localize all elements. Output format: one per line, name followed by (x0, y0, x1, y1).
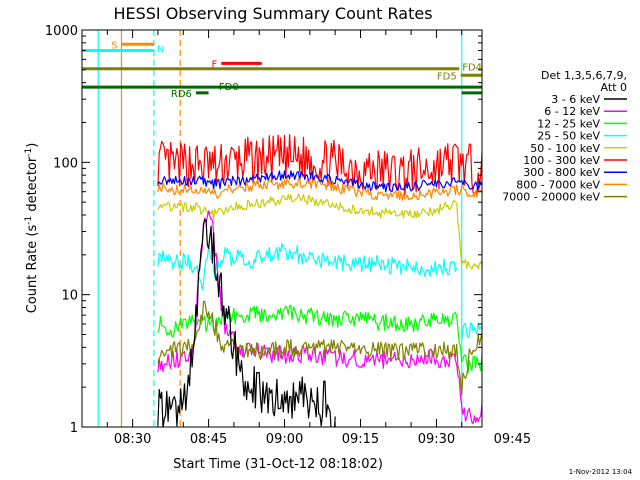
series-4-segment-1 (461, 322, 482, 342)
x-tick-label-5: 09:45 (494, 432, 531, 447)
y-tick-label-1: 10 (61, 289, 78, 304)
flag-label-0: S (111, 40, 117, 51)
y-axis-label: Count Rate (s-1 detector-1) (24, 143, 40, 314)
legend-label-1: 6 - 12 keV (544, 105, 600, 118)
y-axis-label-part-2: detector (25, 156, 40, 216)
legend-label-6: 300 - 800 keV (523, 166, 600, 179)
x-tick-label-0: 08:30 (114, 432, 151, 447)
series-4-segment-0 (157, 243, 458, 290)
y-tick-label-0: 1 (70, 421, 78, 436)
x-tick-label-1: 08:45 (190, 432, 227, 447)
legend-label-3: 25 - 50 keV (537, 130, 600, 143)
y-tick-label-2: 100 (53, 156, 78, 171)
legend-label-8: 7000 - 20000 keV (502, 191, 600, 204)
y-axis: 1 10 100 1000 (45, 24, 482, 436)
legend-label-0: 3 - 6 keV (551, 93, 600, 106)
series-2-segment-0 (157, 178, 482, 201)
flag-label-7: RD6 (171, 89, 192, 100)
legend-label-5: 100 - 300 keV (523, 154, 600, 167)
series-5-segment-0 (157, 304, 482, 374)
series-7-segment-0 (157, 300, 482, 396)
flag-label-5: FD5 (437, 71, 457, 82)
legend-header-line-2: Att 0 (601, 81, 627, 94)
flag-label-6: FD0 (219, 82, 239, 93)
y-tick-label-3: 1000 (45, 24, 78, 39)
y-axis-label-part-3: ) (25, 143, 40, 148)
series-0-segment-0 (157, 134, 482, 197)
x-tick-label-4: 09:30 (418, 432, 455, 447)
y-axis-label-exp-1: -1 (24, 216, 34, 225)
x-axis-label: Start Time (31-Oct-12 08:18:02) (173, 457, 383, 472)
legend-label-2: 12 - 25 keV (537, 117, 600, 130)
legend-label-4: 50 - 100 keV (530, 142, 600, 155)
footer-timestamp: 1-Nov-2012 13:04 (569, 468, 633, 476)
legend-label-7: 800 - 7000 keV (516, 178, 600, 191)
plot-area: S N F FD4 FD5 FD0 RD6 (82, 30, 482, 427)
flag-label-1: N (157, 44, 164, 55)
chart-title: HESSI Observing Summary Count Rates (113, 4, 432, 23)
plot-frame (81, 29, 483, 428)
x-axis: 08:30 08:45 09:00 09:15 09:30 09:45 (106, 30, 531, 447)
legend-header-line-1: Det 1,3,5,6,7,9, (541, 69, 627, 82)
plot-content (97, 30, 482, 427)
series-6-segment-0 (157, 210, 482, 425)
flag-label-3: F (211, 59, 217, 70)
x-tick-label-2: 09:00 (266, 432, 303, 447)
y-axis-label-part-1: Count Rate (s (25, 225, 40, 314)
y-axis-label-exp-2: -1 (24, 148, 34, 157)
flag-label-4: FD4 (462, 63, 482, 74)
x-tick-label-3: 09:15 (342, 432, 379, 447)
series-8-segment-0 (157, 218, 336, 427)
series-3-segment-0 (157, 193, 482, 270)
